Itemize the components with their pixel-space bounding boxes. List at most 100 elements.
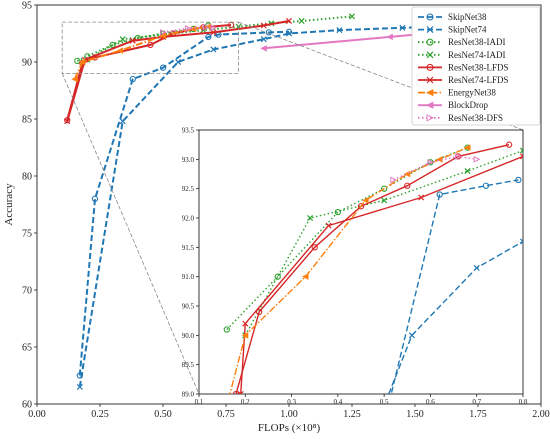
legend-marker-resnet38-iadi — [426, 38, 434, 46]
inset-series-resnet74-iadi — [244, 149, 523, 336]
inset-point-resnet38-lfds — [311, 244, 318, 251]
inset-point-resnet38-dfs — [473, 156, 481, 163]
main-point-resnet38-dfs — [185, 25, 192, 32]
x-axis-label: FLOPs (×10⁸) — [258, 422, 321, 434]
main-point-skipnet38 — [91, 195, 99, 202]
inset-point-skipnet74 — [408, 332, 415, 339]
main-point-resnet74-lfds — [285, 17, 293, 24]
inset-point-resnet74-lfds — [519, 153, 523, 160]
inset-point-resnet74-lfds — [418, 194, 425, 201]
y-axis-label: Accuracy — [3, 183, 15, 226]
inset-frame — [198, 129, 524, 395]
inset-zoom-plot: 0.1 0.2 0.3 0.4 0.5 0.6 0.7 0.8 89.0 89.5 90.0 90.5… — [182, 126, 528, 426]
main-point-skipnet74 — [210, 46, 217, 53]
inset-point-energynet38 — [301, 273, 309, 280]
main-ytick-label: 95 — [22, 1, 32, 12]
legend-label-resnet74-lfds: ResNet74-LFDS — [448, 75, 509, 85]
main-point-skipnet38 — [129, 75, 136, 83]
legend-label-resnet74-iadi: ResNet74-IADI — [448, 50, 506, 60]
inset-point-energynet38 — [241, 332, 249, 339]
inset-ytick-label: 89.0 — [182, 390, 195, 398]
main-point-skipnet74 — [336, 27, 343, 34]
inset-xtick-label: 0.2 — [241, 398, 250, 406]
main-xtick-label: 0.25 — [91, 409, 109, 420]
main-point-skipnet38 — [205, 33, 212, 41]
main-point-skipnet38 — [159, 64, 167, 71]
main-point-resnet74-lfds — [210, 29, 217, 36]
legend-label-skipnet38: SkipNet38 — [448, 12, 487, 22]
inset-point-skipnet38 — [482, 182, 490, 189]
inset-point-skipnet38 — [436, 191, 443, 198]
main-point-skipnet74 — [76, 383, 83, 390]
legend-marker-skipnet38 — [426, 13, 434, 21]
inset-point-resnet38-dfs — [390, 176, 398, 184]
main-xtick-label: 1.50 — [406, 409, 424, 420]
inset-point-resnet38-iadi — [274, 273, 281, 280]
main-ytick-label: 80 — [22, 172, 32, 183]
main-point-resnet74-lfds — [260, 22, 267, 29]
inset-point-resnet74-lfds — [237, 390, 244, 394]
inset-point-resnet74-iadi — [464, 168, 471, 175]
main-point-energynet38 — [116, 47, 124, 54]
main-point-resnet38-iadi — [109, 41, 116, 49]
inset-point-skipnet38 — [382, 421, 387, 426]
inset-xtick-label: 0.1 — [195, 398, 204, 406]
main-xtick-label: 1.00 — [280, 409, 298, 420]
inset-ytick-label: 91.0 — [182, 273, 195, 281]
inset-point-resnet38-iadi — [223, 326, 230, 333]
legend-marker-resnet38-lfds — [426, 63, 434, 71]
inset-point-resnet74-iadi — [519, 147, 523, 154]
legend-label-skipnet74: SkipNet74 — [448, 25, 487, 35]
inset-xtick-label: 0.5 — [380, 398, 389, 406]
legend-label-resnet38-dfs: ResNet38-DFS — [448, 113, 503, 123]
main-point-resnet38-lfds — [147, 41, 154, 49]
inset-ytick-label: 93.5 — [182, 126, 195, 134]
main-point-skipnet74 — [260, 36, 267, 43]
inset-point-resnet38-iadi — [334, 208, 342, 216]
inset-point-resnet38-lfds — [232, 390, 240, 394]
main-point-energynet38 — [189, 25, 197, 33]
inset-point-resnet74-lfds — [325, 222, 332, 229]
main-point-resnet38-iadi — [74, 57, 81, 65]
main-point-resnet74-lfds — [129, 37, 136, 44]
legend-marker-blockdrop — [426, 101, 434, 109]
zoom-connector-line — [61, 73, 200, 395]
main-point-blockdrop — [386, 33, 393, 41]
main-point-blockdrop — [260, 45, 267, 52]
main-point-resnet38-dfs — [159, 29, 167, 36]
inset-xtick-label: 0.6 — [426, 398, 435, 406]
legend-marker-energynet38 — [426, 88, 434, 97]
main-point-energynet38 — [159, 32, 166, 40]
main-point-skipnet74 — [119, 118, 126, 125]
inset-series-layer — [223, 141, 523, 426]
inset-ytick-label: 92.5 — [182, 185, 195, 193]
legend-label-resnet38-lfds: ResNet38-LFDS — [448, 62, 509, 72]
inset-point-skipnet74 — [519, 238, 523, 245]
main-point-energynet38 — [71, 75, 78, 83]
main-ytick-label: 75 — [22, 229, 32, 240]
inset-point-resnet74-iadi — [381, 197, 388, 204]
inset-point-energynet38 — [463, 144, 471, 151]
main-point-resnet74-lfds — [64, 118, 71, 125]
legend-marker-resnet74-iadi — [426, 51, 434, 59]
inset-point-resnet38-lfds — [357, 203, 365, 210]
main-ytick-label: 70 — [22, 286, 32, 297]
main-series-energynet38 — [73, 25, 209, 80]
inset-ytick-label: 92.0 — [182, 214, 195, 222]
main-point-skipnet74 — [175, 58, 182, 66]
inset-point-resnet38-lfds — [256, 308, 263, 316]
main-xtick-label: 1.25 — [343, 409, 361, 420]
inset-series-resnet38-dfs — [393, 155, 477, 181]
main-ytick-label: 90 — [22, 58, 32, 69]
inset-ytick-label: 93.0 — [182, 156, 195, 164]
main-xtick-label: 2.00 — [532, 409, 550, 420]
inset-point-resnet38-dfs — [455, 153, 462, 160]
inset-series-resnet38-iadi — [226, 146, 468, 330]
inset-ytick-label: 91.5 — [182, 244, 195, 252]
main-point-skipnet74 — [285, 30, 293, 37]
main-xtick-label: 0.75 — [217, 409, 235, 420]
main-xtick-label: 1.75 — [469, 409, 487, 420]
main-xtick-label: 0.50 — [154, 409, 172, 420]
main-point-resnet38-dfs — [210, 24, 218, 32]
inset-series-skipnet74 — [387, 240, 523, 394]
